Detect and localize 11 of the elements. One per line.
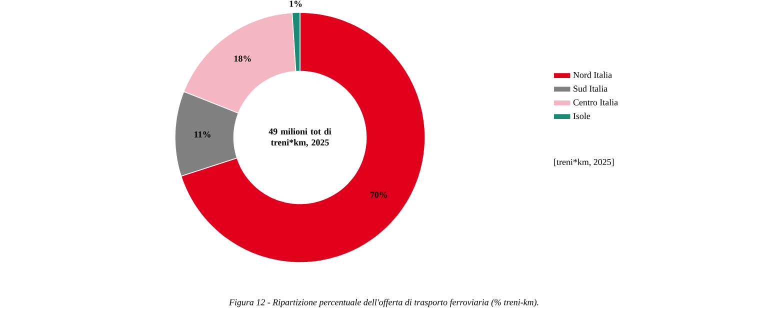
legend-label: Isole — [573, 112, 590, 120]
text: 49 milioni tot di treni*km, 2025 — [268, 128, 332, 147]
legend-label: Nord Italia — [573, 72, 612, 78]
data-label: 1% — [290, 0, 302, 7]
legend-label: Sud Italia — [574, 85, 608, 92]
data-label: 70% — [370, 192, 388, 198]
legend-label: Centro Italia — [573, 99, 618, 106]
text: Figura 12 - Ripartizione percentuale dell'offerta di trasporto ferroviaria (% treni-km). — [228, 298, 538, 308]
data-label: 11% — [194, 131, 210, 138]
data-label: 18% — [234, 56, 251, 62]
text: [treni*km, 2025] — [554, 158, 614, 166]
